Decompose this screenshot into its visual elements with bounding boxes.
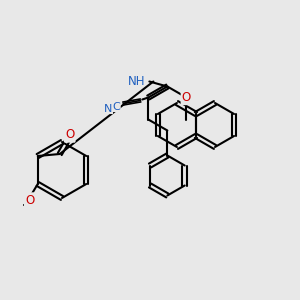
Text: NH: NH [128, 75, 146, 88]
Text: N: N [104, 103, 112, 113]
Text: O: O [182, 91, 191, 104]
Text: O: O [65, 128, 74, 142]
Text: C: C [112, 101, 120, 112]
Text: O: O [25, 194, 34, 206]
